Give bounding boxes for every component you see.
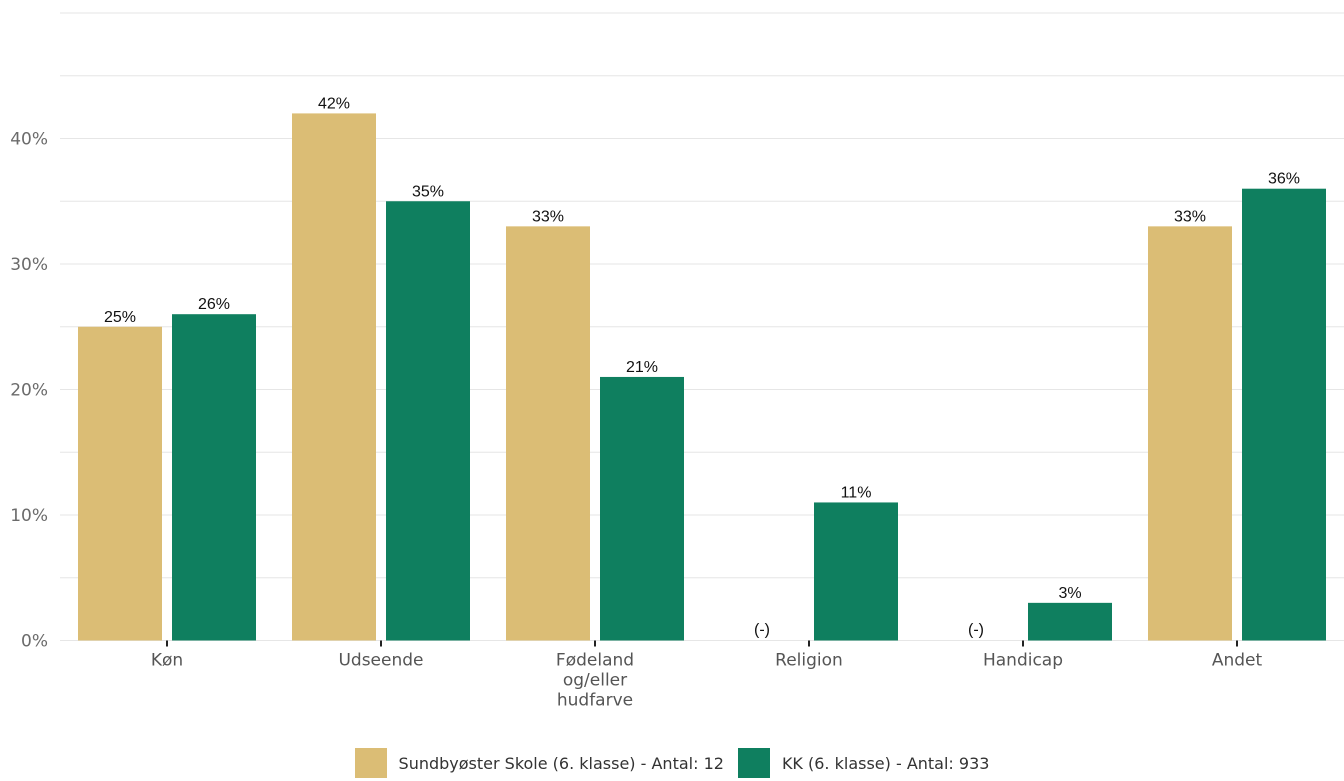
data-label: (-) xyxy=(754,622,770,639)
data-label: (-) xyxy=(968,622,984,639)
bar xyxy=(78,326,162,641)
data-label: 21% xyxy=(626,359,658,376)
data-label: 36% xyxy=(1268,171,1300,188)
legend-item-school: Sundbyøster Skole (6. klasse) - Antal: 1… xyxy=(354,748,724,778)
x-tick-label: Handicap xyxy=(983,651,1063,671)
legend-item-kk: KK (6. klasse) - Antal: 933 xyxy=(737,748,990,778)
x-tick-label: Religion xyxy=(775,651,843,671)
bar xyxy=(506,226,590,641)
data-label: 33% xyxy=(1174,208,1206,225)
data-label: 25% xyxy=(104,309,136,326)
y-tick-label: 0% xyxy=(21,632,48,652)
bar xyxy=(600,376,684,641)
legend-swatch-kk xyxy=(737,748,770,778)
x-tick-label: Udseende xyxy=(338,651,423,671)
bar xyxy=(292,113,376,641)
bar xyxy=(814,502,898,641)
data-label: 11% xyxy=(841,484,872,501)
y-tick-label: 10% xyxy=(10,506,48,526)
y-tick-label: 40% xyxy=(10,130,48,150)
y-tick-label: 30% xyxy=(10,255,48,275)
legend-label-school: Sundbyøster Skole (6. klasse) - Antal: 1… xyxy=(398,753,724,773)
data-label: 35% xyxy=(412,183,444,200)
x-tick-label: Fødeland og/eller hudfarve xyxy=(556,651,634,711)
x-tick-label: Andet xyxy=(1212,651,1263,671)
legend-swatch-school xyxy=(354,748,387,778)
bar-chart: 0% 10% 20% 30% 40% 25% 26% Køn 42% 35% Udseende 33%… xyxy=(10,12,1344,711)
legend-label-kk: KK (6. klasse) - Antal: 933 xyxy=(781,753,990,773)
bar xyxy=(1148,226,1232,641)
bar xyxy=(386,201,470,641)
data-label: 42% xyxy=(318,95,350,112)
bar xyxy=(1028,602,1112,641)
x-tick-label: Køn xyxy=(151,651,183,671)
y-tick-label: 20% xyxy=(10,381,48,401)
bar xyxy=(172,314,256,641)
legend: Sundbyøster Skole (6. klasse) - Antal: 1… xyxy=(0,748,1344,778)
data-label: 3% xyxy=(1058,585,1081,602)
data-label: 33% xyxy=(532,208,564,225)
bar xyxy=(1242,188,1326,641)
data-label: 26% xyxy=(198,296,230,313)
